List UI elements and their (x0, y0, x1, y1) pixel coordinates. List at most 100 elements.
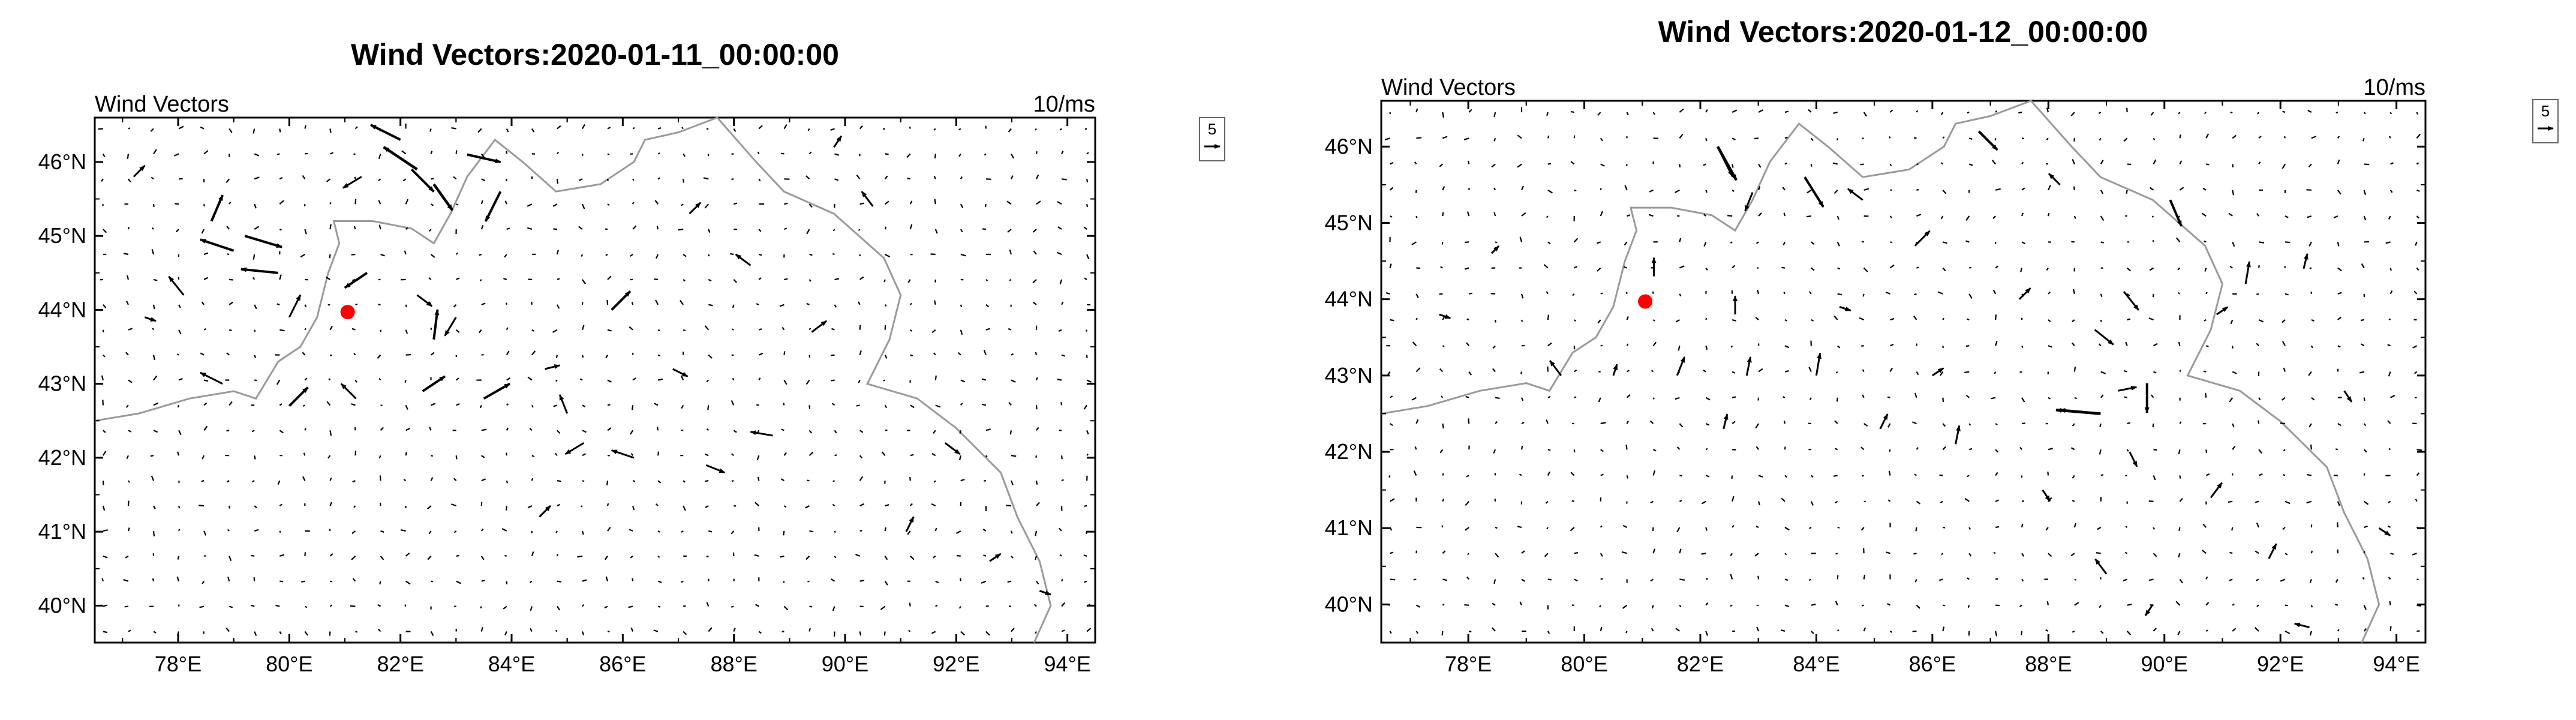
wind-vector (2412, 553, 2417, 556)
wind-vector (277, 480, 281, 485)
wind-vector (2256, 522, 2260, 528)
wind-vector (2416, 449, 2422, 451)
wind-vector (809, 530, 814, 533)
wind-vector (2048, 448, 2053, 451)
wind-vector (1758, 368, 1763, 373)
wind-vector (1942, 136, 1945, 139)
wind-vector (1757, 289, 1760, 295)
wind-vector (2204, 240, 2207, 243)
wind-vector (1465, 395, 1469, 398)
wind-vector-arrow (483, 382, 511, 400)
wind-vector (2283, 449, 2286, 452)
wind-vector (907, 530, 911, 535)
wind-vector (910, 329, 913, 332)
wind-vector (352, 578, 356, 582)
wind-vector (632, 225, 637, 230)
wind-vector (531, 128, 535, 133)
wind-vector (2073, 138, 2075, 142)
wind-vector (2202, 523, 2207, 528)
wind-vector (1701, 553, 1706, 555)
wind-vector (1940, 112, 1944, 116)
wind-vector (405, 552, 410, 557)
wind-vector (2126, 267, 2131, 272)
station-marker[interactable] (340, 305, 355, 320)
wind-vector (2097, 526, 2102, 530)
wind-vector (755, 604, 759, 607)
wind-vector-arrow (1815, 352, 1822, 376)
wind-vector (1009, 249, 1012, 255)
wind-vector (1727, 215, 1733, 217)
wind-vector (734, 202, 738, 205)
wind-vector (504, 254, 507, 258)
wind-vector (1493, 187, 1496, 191)
wind-vector (1834, 500, 1838, 504)
wind-vector (1467, 553, 1469, 556)
wind-vector (2232, 446, 2236, 450)
lat-tick-label: 41°N (38, 519, 86, 544)
wind-vector-arrow (288, 294, 302, 318)
wind-vector (353, 353, 356, 356)
wind-vector (1758, 475, 1763, 478)
wind-vector (1784, 110, 1789, 113)
wind-vector (1890, 343, 1894, 347)
wind-vector (1732, 265, 1736, 269)
wind-vector (581, 530, 584, 535)
wind-vector (2361, 343, 2365, 347)
wind-vector (1011, 556, 1014, 559)
wind-vector (2363, 397, 2365, 401)
wind-vector (350, 605, 356, 607)
wind-vector (1705, 448, 1708, 451)
wind-vector (428, 530, 432, 535)
wind-vector (555, 530, 558, 533)
wind-vector (1859, 317, 1865, 321)
reference-vector-value: 5 (2541, 102, 2550, 120)
station-marker[interactable] (1638, 294, 1653, 309)
wind-vector (506, 302, 507, 305)
wind-vector (683, 480, 686, 483)
wind-vector (703, 177, 709, 180)
wind-vector (683, 179, 685, 183)
wind-vector (456, 580, 462, 584)
wind-vector (985, 455, 988, 458)
wind-vector (1889, 215, 1892, 218)
wind-vector (2337, 345, 2341, 348)
wind-vector (1965, 215, 1970, 221)
wind-vector (379, 475, 381, 481)
lon-tick-label: 86°E (599, 652, 646, 676)
wind-vector (2123, 370, 2127, 373)
wind-vector (506, 505, 507, 511)
wind-vector (657, 580, 662, 583)
wind-vector (1781, 497, 1786, 502)
wind-vector (2256, 343, 2259, 347)
wind-vector (2205, 576, 2208, 580)
wind-vector-arrow (1723, 413, 1729, 430)
wind-vector (1863, 188, 1869, 191)
wind-vector (934, 154, 936, 159)
wind-vector (935, 604, 938, 607)
wind-vector (882, 128, 885, 130)
wind-vector (2232, 164, 2234, 168)
wind-vector (1811, 267, 1815, 271)
wind-vector (806, 229, 810, 235)
wind-vector (2178, 553, 2181, 558)
wind-vector (1008, 328, 1012, 331)
wind-vector (1597, 319, 1601, 324)
wind-vector (328, 378, 331, 381)
wind-vector (2359, 371, 2364, 374)
wind-vector (1679, 475, 1682, 477)
wind-vector (1059, 279, 1063, 284)
wind-vector (757, 151, 760, 154)
lon-tick-label: 80°E (1561, 652, 1607, 676)
wind-vector (758, 229, 762, 232)
wind-vector (1967, 605, 1970, 608)
wind-vector (607, 427, 612, 431)
wind-vector (1599, 605, 1601, 608)
wind-vector (1889, 367, 1893, 373)
wind-vector (784, 278, 788, 280)
wind-vector (1755, 423, 1759, 428)
wind-vector (405, 427, 410, 431)
wind-vector-arrow (133, 164, 146, 178)
wind-vector (1547, 135, 1550, 139)
wind-vector (1913, 553, 1917, 555)
wind-vector (279, 200, 284, 205)
